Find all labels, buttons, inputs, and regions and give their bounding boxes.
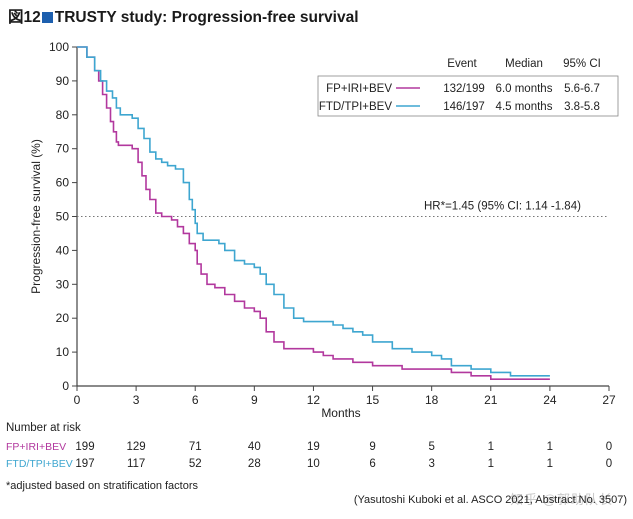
risk-count: 0 [605, 458, 613, 470]
legend-entry-median: 4.5 months [496, 101, 553, 113]
x-tick-label: 3 [133, 393, 140, 407]
y-tick-label: 70 [56, 142, 70, 156]
legend-entry-ci: 5.6-6.7 [564, 83, 600, 95]
x-tick-label: 12 [307, 393, 321, 407]
citation: (Yasutoshi Kuboki et al. ASCO 2021, Abst… [353, 494, 627, 506]
y-tick-label: 50 [56, 210, 70, 224]
risk-count: 40 [247, 441, 261, 453]
legend-entry-label: FTD/TPI+BEV [319, 101, 392, 113]
x-tick-label: 6 [192, 393, 199, 407]
y-tick-label: 80 [56, 108, 70, 122]
risk-count: 5 [428, 441, 435, 453]
risk-table-title: Number at risk [6, 422, 81, 434]
risk-count: 1 [546, 458, 554, 470]
y-tick-label: 60 [56, 176, 70, 190]
y-tick-label: 0 [62, 379, 69, 393]
risk-row-label: FP+IRI+BEV [6, 441, 67, 453]
risk-count: 71 [188, 441, 202, 453]
legend-entry-ci: 3.8-5.8 [564, 101, 600, 113]
legend-header-event: Event [447, 58, 477, 70]
x-tick-label: 18 [425, 393, 439, 407]
footnote: *adjusted based on stratification factor… [6, 480, 199, 492]
risk-count: 129 [126, 441, 146, 453]
risk-count: 28 [247, 458, 261, 470]
hr-annotation: HR*=1.45 (95% CI: 1.14 -1.84) [424, 201, 581, 213]
y-tick-label: 100 [49, 40, 69, 54]
x-tick-label: 21 [484, 393, 498, 407]
legend-box [317, 75, 619, 117]
y-axis-label: Progression-free survival (%) [29, 139, 43, 294]
figure-title: 図12 TRUSTY study: Progression-free surviv… [8, 5, 359, 27]
title-square-icon [41, 12, 53, 23]
y-tick-label: 20 [56, 311, 70, 325]
risk-row: FTD/TPI+BEV 197 117 52 28 10 6 3 1 1 0 [0, 458, 633, 474]
y-tick-label: 30 [56, 277, 70, 291]
risk-row: FP+IRI+BEV 199 129 71 40 19 9 5 1 1 0 [0, 441, 633, 457]
x-tick-label: 24 [543, 393, 557, 407]
risk-count: 197 [75, 458, 95, 470]
figure-title-text: TRUSTY study: Progression-free survival [54, 9, 359, 26]
risk-count: 52 [188, 458, 202, 470]
risk-row-label: FTD/TPI+BEV [6, 458, 73, 470]
figure-label: 図12 [8, 9, 41, 26]
x-tick-label: 9 [251, 393, 258, 407]
risk-count: 1 [487, 441, 494, 453]
risk-count: 19 [307, 441, 320, 453]
risk-count: 117 [126, 458, 146, 470]
legend-entry-event: 132/199 [443, 83, 485, 95]
legend-header-ci: 95% CI [563, 58, 601, 70]
watermark-text: 知乎 @郭助队长 [510, 492, 613, 507]
risk-count: 9 [369, 441, 376, 453]
legend-entry-median: 6.0 months [496, 83, 553, 95]
risk-count: 6 [369, 458, 376, 470]
risk-count: 10 [307, 458, 320, 470]
x-tick-label: 15 [366, 393, 380, 407]
legend-header-median: Median [505, 58, 543, 70]
y-tick-label: 40 [56, 243, 70, 257]
risk-count: 199 [75, 441, 95, 453]
series-line-fp-iri-bev [77, 46, 550, 380]
risk-count: 1 [487, 458, 494, 470]
series-line-ftd-tpi-bev [77, 46, 550, 377]
risk-count: 1 [546, 441, 554, 453]
y-tick-label: 10 [56, 345, 70, 359]
risk-count: 3 [428, 458, 435, 470]
legend-entry-label: FP+IRI+BEV [326, 83, 392, 95]
x-tick-label: 27 [602, 393, 616, 407]
y-tick-label: 90 [56, 74, 70, 88]
x-axis-label: Months [321, 406, 360, 420]
risk-count: 0 [605, 441, 613, 453]
x-tick-label: 0 [74, 393, 81, 407]
legend-entry-event: 146/197 [443, 101, 485, 113]
